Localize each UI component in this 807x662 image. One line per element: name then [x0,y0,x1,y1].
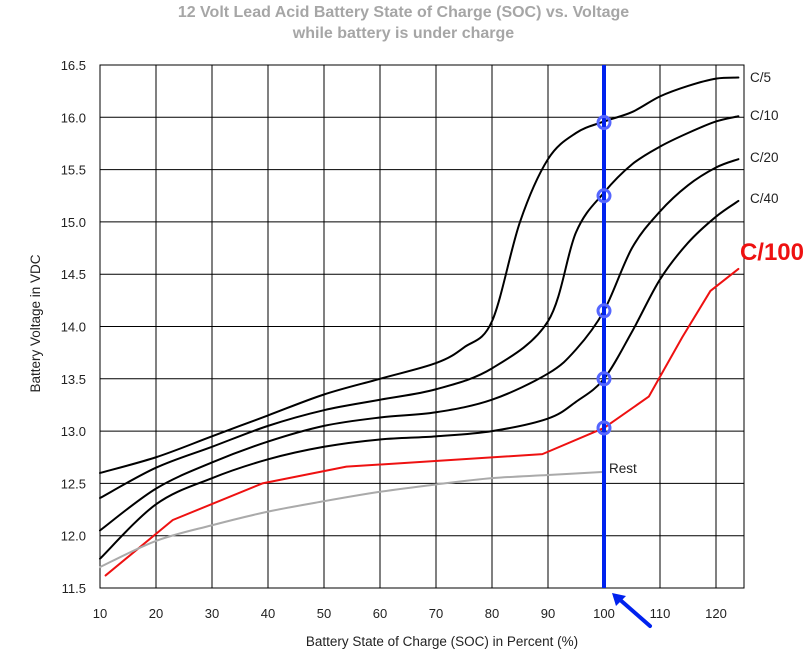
plot-frame [99,64,745,589]
x-tick-label: 60 [373,606,387,621]
x-tick-label: 10 [93,606,107,621]
x-tick-label: 70 [429,606,443,621]
series-label: C/20 [750,150,779,165]
pointer-arrow-shaft [616,596,652,628]
series-line-c-5 [99,76,740,474]
series-label: C/40 [750,191,779,206]
y-tick-label: 15.5 [61,163,86,178]
y-tick-label: 16.5 [61,58,86,73]
x-tick-label: 30 [205,606,219,621]
y-tick-label: 15.0 [61,215,86,230]
series-line-c-10 [99,115,740,500]
y-tick-label: 12.5 [61,476,86,491]
series-label: C/10 [750,108,779,123]
y-tick-label: 14.0 [61,320,86,335]
series-label: C/5 [750,70,771,85]
marker-layer [596,65,652,628]
y-tick-label: 14.5 [61,267,86,282]
y-tick-label: 11.5 [62,581,86,596]
x-tick-label: 120 [705,606,727,621]
x-tick-label: 110 [650,606,671,621]
y-tick-label: 13.5 [61,372,86,387]
series-label: C/100 [740,239,804,266]
x-tick-label: 90 [541,606,555,621]
series-line-c-20 [99,158,740,532]
x-tick-label: 50 [317,606,331,621]
pointer-arrow-head [612,593,626,606]
intersection-marker [596,303,612,319]
series-layer: C/5 C/10 C/20 C/40 C/100 Rest [99,70,804,577]
series-line-c-40 [99,199,740,560]
intersection-marker [596,115,612,131]
chart-title: 12 Volt Lead Acid Battery State of Charg… [177,4,630,21]
intersection-marker [596,420,612,436]
x-tick-label: 20 [149,606,163,621]
x-axis-label: Battery State of Charge (SOC) in Percent… [306,634,578,649]
tick-labels: 10 20 30 40 50 60 70 80 90 100 110 120 11.5 12.0 12.5 1… [61,58,727,621]
x-tick-label: 100 [593,606,615,621]
y-tick-label: 13.0 [61,424,86,439]
series-line-rest [99,470,605,569]
intersection-marker [596,188,612,204]
y-tick-label: 16.0 [61,110,86,125]
series-line-c-100 [104,267,740,577]
x-tick-label: 80 [485,606,499,621]
chart-subtitle: while battery is under charge [292,25,515,42]
intersection-marker [596,371,612,387]
x-tick-label: 40 [261,606,275,621]
series-label: Rest [609,461,637,476]
y-tick-label: 12.0 [61,529,86,544]
y-axis-label: Battery Voltage in VDC [28,254,43,392]
chart-title-block: 12 Volt Lead Acid Battery State of Charg… [0,2,807,44]
